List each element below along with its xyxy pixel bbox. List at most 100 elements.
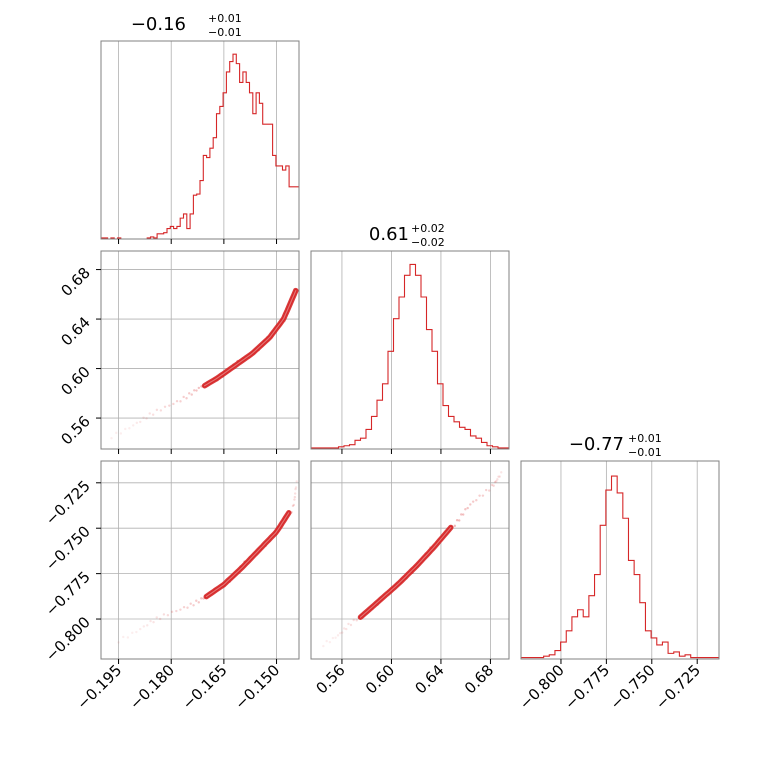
sample-point <box>158 617 162 621</box>
sample-point <box>145 417 148 420</box>
panel-frame <box>520 460 720 660</box>
sample-point <box>469 503 472 506</box>
sample-point <box>182 605 186 609</box>
x-tick-label: 0.64 <box>411 661 447 697</box>
sample-point <box>155 408 159 412</box>
sample-point <box>331 636 335 640</box>
sample-point <box>193 389 196 392</box>
sample-point <box>496 478 499 481</box>
sample-point <box>497 475 500 478</box>
sample-point <box>200 597 203 600</box>
sample-point <box>345 627 348 631</box>
title-param-2-minus: −0.01 <box>628 446 662 459</box>
y-tick-label: 0.56 <box>57 412 93 448</box>
sample-point <box>347 622 350 626</box>
sample-point <box>352 618 355 622</box>
sample-point <box>119 432 123 435</box>
sample-point <box>192 604 195 607</box>
x-tick-label: 0.56 <box>312 661 348 697</box>
contour-line <box>204 511 291 599</box>
y-tick-label: 0.64 <box>57 313 93 349</box>
x-tick-label: 0.68 <box>461 661 497 697</box>
x-tick-label: −0.180 <box>126 661 178 713</box>
sample-point <box>197 601 200 604</box>
sample-point <box>115 431 118 435</box>
panel-frame <box>100 250 300 450</box>
sample-point <box>149 619 152 623</box>
sample-point <box>179 400 182 403</box>
x-tick-label: −0.800 <box>516 661 568 713</box>
title-param-2-plus: +0.01 <box>628 432 662 445</box>
sample-point <box>295 480 298 483</box>
sample-point <box>139 420 142 424</box>
sample-point <box>185 397 188 400</box>
sample-point <box>293 495 297 499</box>
sample-point <box>462 513 465 516</box>
title-param-2: −0.77 <box>569 434 624 455</box>
title-param-1-minus: −0.02 <box>411 236 445 249</box>
sample-point <box>168 404 171 407</box>
title-param-0: −0.16 <box>131 14 186 35</box>
y-tick-label: −0.725 <box>42 477 94 529</box>
sample-point <box>355 619 358 622</box>
sample-point <box>294 486 298 489</box>
sample-point <box>342 627 346 630</box>
sample-point <box>131 631 134 635</box>
sample-point <box>291 504 295 508</box>
sample-point <box>151 413 155 416</box>
panel-frame <box>310 250 510 450</box>
sample-point <box>292 503 296 507</box>
sample-point <box>495 480 498 483</box>
sample-point <box>490 483 494 487</box>
sample-point <box>466 506 469 510</box>
contour-line <box>359 526 452 618</box>
sample-point <box>338 631 342 635</box>
scatter-panel-0-2: −0.800−0.775−0.750−0.725−0.195 −0.180 −0.1… <box>42 460 300 713</box>
sample-point <box>478 494 481 497</box>
histogram-panel-0 <box>100 40 300 244</box>
sample-point <box>142 416 145 419</box>
title-param-0-minus: −0.01 <box>208 26 242 39</box>
contour-line <box>205 512 290 598</box>
y-tick-label: −0.800 <box>42 613 94 665</box>
y-tick-label: 0.68 <box>57 264 93 300</box>
contour-line <box>203 289 298 388</box>
sample-point <box>464 508 467 511</box>
sample-point <box>175 399 179 403</box>
sample-point <box>453 524 457 528</box>
contour-line <box>204 290 297 387</box>
sample-point <box>139 627 142 631</box>
contour-line <box>201 287 299 389</box>
sample-point <box>132 424 135 427</box>
y-tick-label: −0.750 <box>42 522 94 574</box>
sample-point <box>475 498 478 502</box>
sample-point <box>195 389 198 392</box>
sample-point <box>294 487 297 491</box>
sample-point <box>195 599 198 602</box>
sample-point <box>458 519 461 522</box>
sample-point <box>179 608 182 611</box>
sample-point <box>146 624 149 627</box>
histogram-step <box>101 53 299 240</box>
sample-point <box>492 484 495 487</box>
histogram-step <box>521 475 719 659</box>
sample-point <box>117 641 120 644</box>
sample-point <box>460 513 463 516</box>
y-tick-label: −0.775 <box>42 568 94 620</box>
y-tick-label: 0.60 <box>57 363 93 399</box>
x-tick-label: 0.60 <box>362 661 398 697</box>
sample-point <box>322 644 325 648</box>
sample-point <box>186 606 189 609</box>
sample-point <box>172 402 175 406</box>
sample-point <box>498 475 501 478</box>
sample-point <box>182 395 185 399</box>
sample-point <box>471 500 475 503</box>
sample-point <box>341 631 344 634</box>
panel-frame <box>100 460 300 660</box>
panel-frame <box>100 40 300 240</box>
sample-point <box>175 609 178 613</box>
sample-point <box>142 625 146 628</box>
sample-point <box>293 498 296 501</box>
sample-point <box>484 488 488 492</box>
